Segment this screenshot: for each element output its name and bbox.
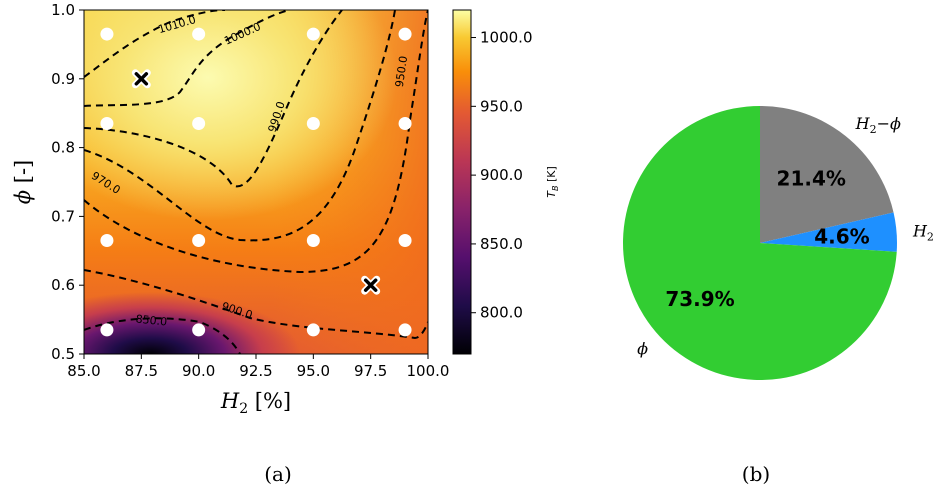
contour-1010 — [84, 10, 226, 78]
y-tick-label: 0.6 — [51, 276, 75, 294]
pie-percent-label: 73.9% — [665, 287, 734, 311]
y-tick-label: 0.7 — [51, 207, 75, 225]
colorbar-tick-label: 950.0 — [480, 97, 523, 115]
pie-slice — [760, 212, 897, 252]
contour-990 — [84, 10, 343, 188]
colorbar-tick-label: 800.0 — [480, 304, 523, 322]
heatmap-field — [84, 10, 428, 354]
x-tick-label: 92.5 — [239, 362, 272, 380]
pie-slice — [622, 106, 897, 381]
sample-point — [306, 27, 320, 41]
sample-point — [306, 117, 320, 131]
colorbar-ticks: 800.0 850.0 900.0 950.0 1000.0 — [471, 29, 533, 322]
x-tick-label: 97.5 — [354, 362, 387, 380]
x-axis-ticks: 85.0 87.5 90.0 92.5 95.0 97.5 100.0 — [67, 354, 449, 380]
sample-points — [100, 27, 412, 337]
colorbar-tick-label: 850.0 — [480, 235, 523, 253]
contour-970 — [84, 10, 396, 242]
y-tick-label: 0.5 — [51, 345, 75, 363]
pie-slice-label: ϕ — [637, 339, 648, 358]
sample-point — [398, 117, 412, 131]
sample-point — [192, 323, 206, 337]
pie-slice — [760, 106, 894, 243]
pie-percent-label: 21.4% — [777, 167, 846, 191]
y-tick-label: 0.8 — [51, 139, 75, 157]
sample-point — [100, 323, 114, 337]
contour-950 — [84, 10, 428, 274]
x-tick-label: 90.0 — [182, 362, 215, 380]
sample-point — [100, 27, 114, 41]
contour-1000 — [84, 10, 291, 107]
y-axis-ticks: 0.5 0.6 0.7 0.8 0.9 1.0 — [51, 1, 84, 363]
contour-label: 950.0 — [393, 55, 410, 88]
pie-percent-label: 4.6% — [814, 224, 869, 248]
sample-point — [192, 117, 206, 131]
colorbar: 800.0 850.0 900.0 950.0 1000.0 TB [K] — [452, 9, 560, 355]
sample-point — [306, 233, 320, 247]
contour-label: 850.0 — [135, 312, 168, 328]
y-tick-label: 1.0 — [51, 1, 75, 19]
y-axis-label: ϕ [-] — [11, 160, 35, 205]
contour-900 — [84, 269, 428, 340]
y-tick-label: 0.9 — [51, 70, 75, 88]
sample-point — [398, 323, 412, 337]
pie-slice-label: H2−ϕ — [855, 114, 901, 136]
panel-caption-a: (a) — [264, 462, 292, 486]
colorbar-tick-label: 1000.0 — [480, 29, 533, 47]
sample-point — [398, 233, 412, 247]
colorbar-gradient — [452, 9, 472, 355]
sample-point — [192, 27, 206, 41]
x-tick-label: 87.5 — [125, 362, 158, 380]
pie-panel: 21.4% H2−ϕ 4.6% H2 73.9% ϕ (b) — [622, 106, 934, 486]
sample-point — [100, 233, 114, 247]
sample-point — [306, 323, 320, 337]
x-axis-label: H2 [%] — [220, 389, 291, 417]
contour-lines — [84, 10, 428, 354]
pie-slice-label: H2 — [912, 222, 934, 244]
pie-chart: 21.4% H2−ϕ 4.6% H2 73.9% ϕ — [622, 106, 934, 381]
x-tick-label: 100.0 — [407, 362, 450, 380]
sample-point — [398, 27, 412, 41]
x-tick-label: 85.0 — [67, 362, 100, 380]
contour-850 — [84, 317, 241, 354]
optimum-points — [131, 69, 381, 295]
sample-point — [192, 233, 206, 247]
optimum-marker — [361, 275, 381, 295]
panel-caption-b: (b) — [742, 462, 770, 486]
sample-point — [100, 117, 114, 131]
colorbar-tick-label: 900.0 — [480, 166, 523, 184]
colorbar-label: TB [K] — [545, 166, 560, 198]
optimum-marker — [131, 69, 151, 89]
heatmap-panel: 1010.0 1000.0 990.0 970.0 950.0 900.0 85… — [11, 1, 449, 486]
x-tick-label: 95.0 — [297, 362, 330, 380]
